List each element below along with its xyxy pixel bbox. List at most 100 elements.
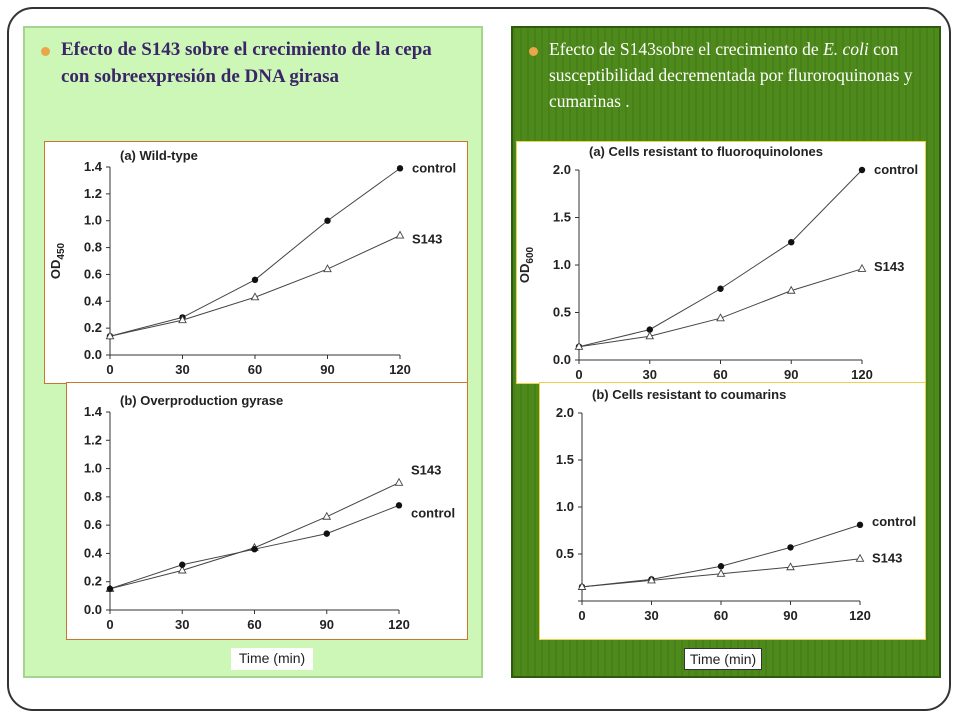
data-point — [716, 568, 726, 577]
y-tick-label: 0.8 — [84, 489, 102, 504]
y-tick-label: 1.0 — [84, 461, 102, 476]
data-point — [645, 331, 655, 340]
series-line-control — [109, 167, 401, 337]
data-point — [323, 530, 330, 537]
x-tick-label: 120 — [849, 608, 871, 623]
series-line-s143 — [109, 235, 401, 337]
x-tick-label: 120 — [388, 617, 410, 632]
data-point — [788, 239, 795, 246]
series-label: S143 — [872, 551, 902, 566]
y-tick-label: 0.6 — [84, 517, 102, 532]
right-heading-text-a: Efecto de S143sobre el crecimiento de — [549, 39, 824, 59]
data-point — [855, 553, 865, 562]
data-point — [857, 263, 867, 272]
data-point — [177, 565, 187, 574]
x-tick-label: 0 — [575, 367, 582, 382]
chart-box-coumarins: (b) Cells resistant to coumarins 0.5 1.0 1.… — [539, 382, 926, 640]
data-point — [717, 563, 725, 570]
data-point — [251, 276, 259, 283]
y-tick-label: 1.4 — [84, 159, 103, 174]
y-tick-label: 2.0 — [556, 405, 574, 420]
series-label: S143 — [411, 463, 441, 478]
time-label-right: Time (min) — [684, 648, 762, 670]
data-point — [395, 502, 403, 509]
x-tick-label: 0 — [106, 617, 113, 632]
time-label-left: Time (min) — [231, 648, 313, 670]
data-point — [577, 581, 587, 590]
x-tick-label: 90 — [784, 367, 798, 382]
series-line-control — [581, 524, 861, 588]
data-point — [716, 313, 725, 322]
x-tick-label: 90 — [783, 608, 797, 623]
data-point — [856, 521, 864, 529]
x-tick-label: 60 — [714, 608, 728, 623]
y-tick-label: 1.0 — [84, 213, 102, 228]
y-tick-label: 1.0 — [556, 499, 574, 514]
x-tick-label: 30 — [644, 608, 658, 623]
y-tick-label: 1.5 — [556, 452, 574, 467]
chart-wild-type: (a) Wild-type 0.0 0.2 0.4 0.6 0.8 1.0 1.2 1.4 0 30… — [48, 148, 456, 377]
y-tick-label: 1.4 — [84, 404, 103, 419]
data-point — [394, 477, 404, 486]
y-axis-label: OD600 — [517, 246, 536, 283]
series-label: control — [872, 514, 916, 529]
x-tick-label: 60 — [713, 367, 727, 382]
x-tick-label: 0 — [106, 362, 113, 377]
y-tick-label: 0.4 — [84, 545, 103, 560]
chart-coumarins: (b) Cells resistant to coumarins 0.5 1.0 1.… — [556, 387, 916, 623]
series-label: control — [411, 505, 455, 520]
series-label: S143 — [412, 231, 442, 246]
right-heading-text-c: con susceptibilidad decrementada por flu… — [549, 39, 913, 111]
y-tick-label: 0.2 — [84, 574, 102, 589]
series-label: control — [412, 160, 456, 175]
x-tick-label: 30 — [175, 362, 189, 377]
data-point — [105, 331, 115, 340]
data-point — [106, 585, 114, 592]
data-point — [322, 511, 332, 520]
data-point — [250, 292, 260, 301]
x-tick-label: 0 — [578, 608, 585, 623]
data-point — [178, 315, 187, 324]
y-tick-label: 2.0 — [553, 162, 571, 177]
data-point — [787, 544, 794, 551]
left-heading: Efecto de S143 sobre el crecimiento de l… — [41, 36, 461, 90]
x-tick-label: 60 — [248, 362, 262, 377]
chart-box-overproduction-gyrase: (b) Overproduction gyrase 0.0 0.2 0.4 0.6 0.8… — [66, 382, 468, 640]
y-tick-label: 1.2 — [84, 186, 102, 201]
x-tick-label: 30 — [175, 617, 189, 632]
y-tick-label: 0.6 — [84, 266, 102, 281]
chart-title: (b) Cells resistant to coumarins — [592, 387, 786, 402]
x-tick-label: 120 — [851, 367, 873, 382]
y-axis-label-sub: 450 — [56, 242, 67, 259]
data-point — [786, 562, 795, 571]
series-label: S143 — [874, 259, 904, 274]
x-tick-label: 60 — [247, 617, 261, 632]
chart-title: (a) Wild-type — [120, 148, 198, 163]
x-tick-label: 120 — [389, 362, 411, 377]
chart-title: (b) Overproduction gyrase — [120, 393, 283, 408]
series-line-s143 — [109, 482, 400, 590]
data-point — [646, 326, 653, 333]
series-label: control — [874, 162, 918, 177]
chart-box-wild-type: (a) Wild-type 0.0 0.2 0.4 0.6 0.8 1.0 1.2 1.4 0 30… — [44, 141, 468, 384]
series-line-s143 — [578, 268, 863, 348]
y-tick-label: 0.2 — [84, 320, 102, 335]
y-axis-label-sub: 600 — [525, 246, 536, 263]
y-tick-label: 0.5 — [553, 305, 571, 320]
data-point — [574, 341, 584, 350]
y-axis-label: OD450 — [48, 242, 67, 279]
chart-title: (a) Cells resistant to fluoroquinolones — [589, 144, 823, 159]
right-heading: Efecto de S143sobre el crecimiento de E.… — [529, 36, 934, 114]
y-tick-label: 1.2 — [84, 432, 102, 447]
bullet-icon — [41, 47, 50, 56]
y-tick-label: 0.8 — [84, 240, 102, 255]
x-tick-label: 90 — [320, 362, 334, 377]
y-tick-label: 0.4 — [84, 293, 103, 308]
x-tick-label: 30 — [643, 367, 657, 382]
data-point — [396, 165, 404, 172]
data-point — [717, 285, 724, 292]
right-heading-italic: E. coli — [823, 39, 869, 59]
y-tick-label: 0.0 — [553, 352, 571, 367]
x-tick-label: 90 — [320, 617, 334, 632]
data-point — [647, 575, 656, 584]
